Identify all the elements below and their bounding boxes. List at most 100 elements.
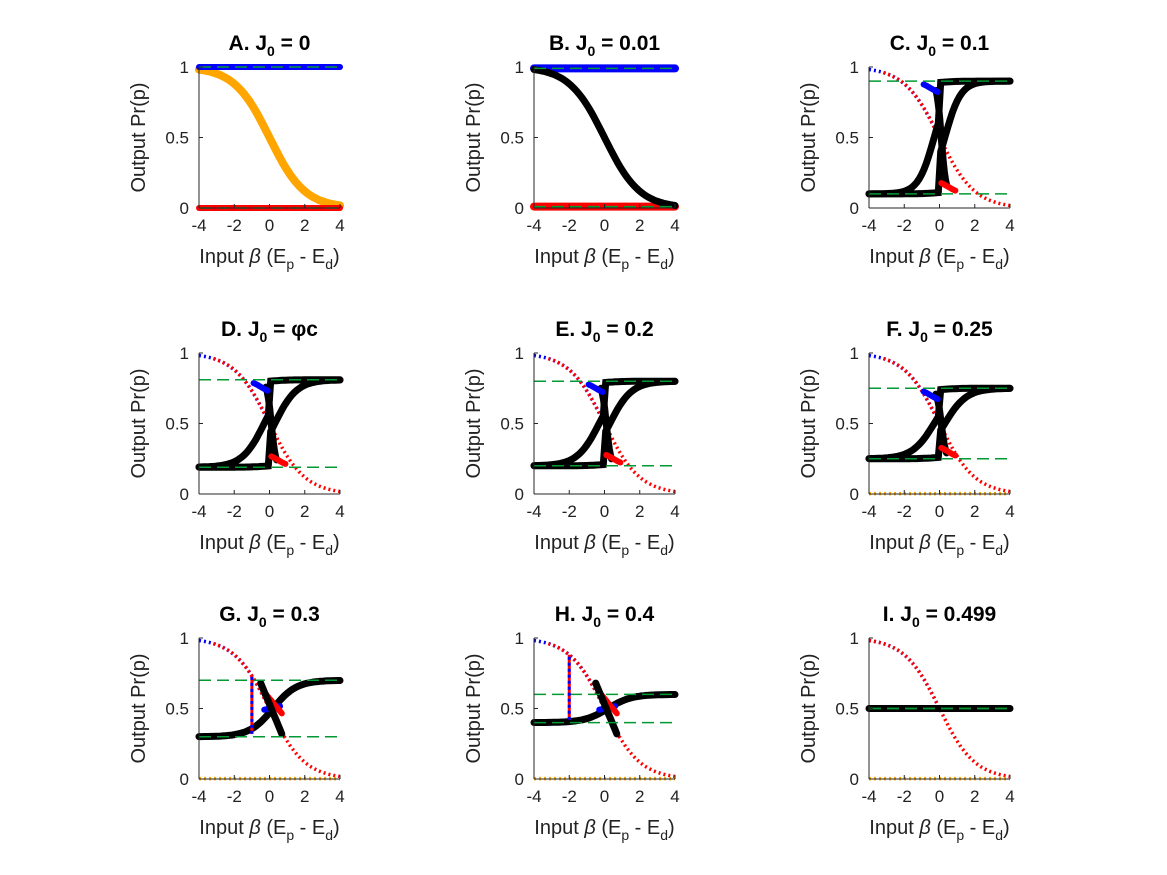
thick-curve — [585, 381, 606, 395]
y-tick-label: 1 — [515, 58, 524, 77]
x-tick-label: -4 — [861, 216, 876, 235]
x-tick-label: -2 — [227, 502, 242, 521]
thick-curve — [932, 87, 950, 188]
y-axis-label: Output Pr(p) — [798, 368, 820, 478]
y-tick-label: 0 — [180, 199, 189, 218]
dotted-curve — [868, 67, 942, 139]
panel-title: C. J0 = 0.1 — [890, 32, 990, 59]
x-tick-label: 0 — [265, 502, 274, 521]
x-tick-label: 2 — [970, 502, 979, 521]
x-tick-label: 2 — [635, 502, 644, 521]
x-tick-label: 4 — [670, 787, 679, 806]
x-tick-label: 4 — [1005, 216, 1014, 235]
y-tick-label: 0 — [180, 770, 189, 789]
x-tick-label: 4 — [335, 216, 344, 235]
x-tick-label: -4 — [861, 502, 876, 521]
x-axis-label: Input β (Ep - Ed) — [199, 246, 339, 272]
y-tick-label: 0 — [850, 199, 859, 218]
x-tick-label: 2 — [300, 502, 309, 521]
x-tick-label: 4 — [335, 787, 344, 806]
x-axis-label: Input β (Ep - Ed) — [199, 532, 339, 558]
x-tick-label: -4 — [526, 787, 541, 806]
thick-curve — [603, 452, 624, 466]
dotted-curve — [533, 638, 607, 710]
panel-title: H. J0 = 0.4 — [555, 603, 655, 630]
y-tick-label: 0 — [515, 199, 524, 218]
panel-title: G. J0 = 0.3 — [219, 603, 320, 630]
x-tick-label: 4 — [335, 502, 344, 521]
panel-title: D. J0 = φc — [221, 318, 318, 345]
dotted-curve — [868, 638, 942, 710]
x-tick-label: -2 — [562, 502, 577, 521]
thick-curve — [597, 384, 615, 463]
y-tick-label: 1 — [180, 629, 189, 648]
x-axis-label: Input β (Ep - Ed) — [534, 532, 674, 558]
panel-h: -4 -2 0 2 4 0 0.5 1 H. J0 = 0.4 Output Pr(p) Input… — [463, 603, 680, 843]
x-tick-label: 0 — [600, 502, 609, 521]
x-tick-label: 0 — [265, 216, 274, 235]
panel-title: A. J0 = 0 — [229, 32, 311, 59]
x-tick-label: 2 — [300, 787, 309, 806]
y-tick-label: 0.5 — [165, 415, 189, 434]
x-tick-label: -4 — [526, 502, 541, 521]
y-tick-label: 0 — [180, 485, 189, 504]
y-tick-label: 1 — [180, 344, 189, 363]
y-tick-label: 0 — [850, 485, 859, 504]
x-tick-label: 2 — [970, 216, 979, 235]
y-tick-label: 0.5 — [835, 415, 859, 434]
y-tick-label: 1 — [850, 629, 859, 648]
dotted-curve — [868, 638, 1011, 779]
x-tick-label: 0 — [600, 216, 609, 235]
x-tick-label: 0 — [935, 787, 944, 806]
x-tick-label: -2 — [227, 216, 242, 235]
x-tick-label: -2 — [562, 787, 577, 806]
x-tick-label: 0 — [935, 216, 944, 235]
x-tick-label: 4 — [670, 502, 679, 521]
y-tick-label: 0 — [515, 770, 524, 789]
y-tick-label: 0.5 — [500, 129, 524, 148]
x-tick-label: 2 — [970, 787, 979, 806]
panel-title: I. J0 = 0.499 — [883, 603, 996, 630]
y-axis-label: Output Pr(p) — [798, 653, 820, 763]
x-tick-label: -2 — [227, 787, 242, 806]
panel-a: -4 -2 0 2 4 0 0.5 1 A. J0 = 0 Output Pr(p) Input β… — [128, 32, 345, 272]
panel-b: -4 -2 0 2 4 0 0.5 1 B. J0 = 0.01 Output Pr(p) Inpu… — [463, 32, 680, 272]
x-tick-label: 0 — [600, 787, 609, 806]
x-tick-label: 0 — [935, 502, 944, 521]
x-tick-label: -4 — [191, 787, 206, 806]
x-tick-label: -2 — [562, 216, 577, 235]
thick-curve — [262, 383, 281, 464]
y-tick-label: 1 — [850, 344, 859, 363]
y-axis-label: Output Pr(p) — [128, 82, 150, 192]
thick-curve — [195, 65, 344, 210]
y-tick-label: 0.5 — [165, 129, 189, 148]
panel-title: F. J0 = 0.25 — [886, 318, 993, 345]
x-axis-label: Input β (Ep - Ed) — [534, 817, 674, 843]
y-tick-label: 0.5 — [835, 129, 859, 148]
y-tick-label: 0.5 — [165, 700, 189, 719]
x-axis-label: Input β (Ep - Ed) — [534, 246, 674, 272]
y-tick-label: 0 — [850, 770, 859, 789]
y-tick-label: 1 — [515, 344, 524, 363]
thick-curve — [938, 180, 959, 194]
panel-title: B. J0 = 0.01 — [549, 32, 660, 59]
thick-curve — [257, 679, 286, 738]
x-tick-label: -4 — [861, 787, 876, 806]
x-tick-label: 4 — [1005, 502, 1014, 521]
y-axis-label: Output Pr(p) — [463, 368, 485, 478]
y-tick-label: 0.5 — [500, 700, 524, 719]
thick-curve — [250, 380, 271, 394]
panel-d: -4 -2 0 2 4 0 0.5 1 D. J0 = φc Output Pr(p) Input … — [128, 318, 345, 558]
thick-curve — [938, 444, 959, 459]
y-axis-label: Output Pr(p) — [463, 82, 485, 192]
panel-i: -4 -2 0 2 4 0 0.5 1 I. J0 = 0.499 Output Pr(p) Inp… — [798, 603, 1015, 843]
thick-curve — [920, 388, 941, 403]
y-tick-label: 0 — [515, 485, 524, 504]
x-axis-label: Input β (Ep - Ed) — [869, 246, 1009, 272]
thick-curve — [920, 81, 941, 95]
thick-curve — [268, 453, 289, 467]
x-tick-label: -2 — [897, 787, 912, 806]
x-tick-label: 2 — [635, 216, 644, 235]
y-axis-label: Output Pr(p) — [128, 368, 150, 478]
